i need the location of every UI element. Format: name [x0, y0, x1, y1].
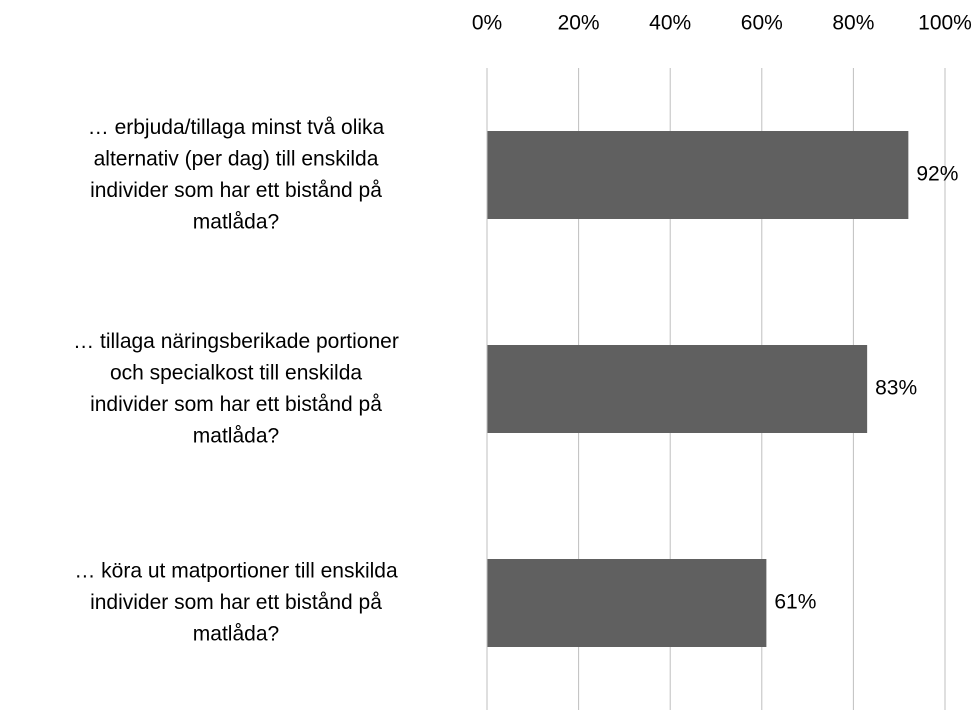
x-tick-label: 40% [649, 12, 691, 35]
x-tick-label: 60% [741, 12, 783, 35]
category-label: … köra ut matportioner till enskilda indi… [74, 559, 398, 645]
bar [487, 345, 868, 433]
x-tick-label: 80% [832, 12, 874, 35]
value-label: 92% [916, 163, 958, 186]
category-label: … erbjuda/tillaga minst två olika alterna… [88, 115, 385, 233]
x-tick-label: 100% [918, 12, 972, 35]
value-label: 83% [875, 377, 917, 400]
x-tick-label: 0% [472, 12, 502, 35]
category-label: … tillaga näringsberikade portioner och s… [73, 329, 399, 447]
bar [487, 131, 909, 219]
x-tick-label: 20% [558, 12, 600, 35]
bar [487, 559, 767, 647]
value-label: 61% [774, 591, 816, 614]
